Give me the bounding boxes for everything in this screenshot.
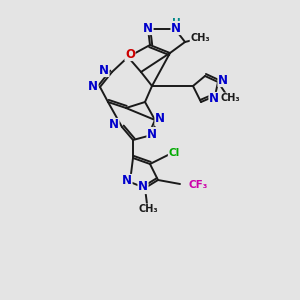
Text: CF₃: CF₃ <box>188 180 208 190</box>
Text: N: N <box>122 175 132 188</box>
Text: H: H <box>172 18 180 28</box>
Text: CH₃: CH₃ <box>190 33 210 43</box>
Text: N: N <box>218 74 228 86</box>
Text: CH₃: CH₃ <box>138 204 158 214</box>
Text: N: N <box>138 181 148 194</box>
Text: N: N <box>99 64 109 76</box>
Text: N: N <box>209 92 219 106</box>
Text: N: N <box>155 112 165 125</box>
Text: O: O <box>125 47 135 61</box>
Text: N: N <box>143 22 153 34</box>
Text: N: N <box>88 80 98 94</box>
Text: N: N <box>109 118 119 131</box>
Text: CH₃: CH₃ <box>220 93 240 103</box>
Text: N: N <box>147 128 157 140</box>
Text: N: N <box>171 22 181 34</box>
Text: Cl: Cl <box>168 148 180 158</box>
